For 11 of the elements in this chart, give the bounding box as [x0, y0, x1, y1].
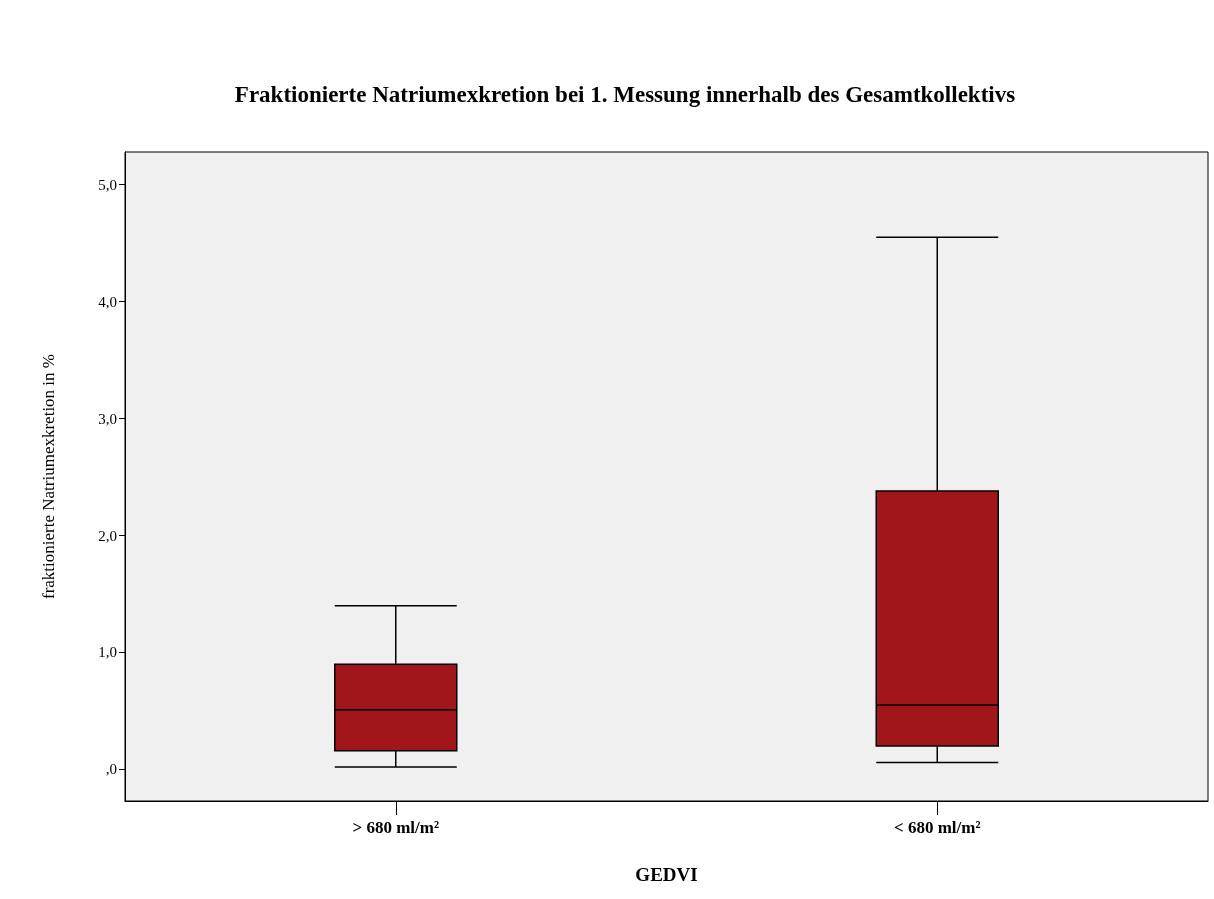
- y-tick-label: ,0: [105, 761, 117, 778]
- y-tick-label: 5,0: [98, 176, 117, 193]
- x-axis-title: GEDVI: [635, 864, 698, 885]
- y-tick-label: 3,0: [98, 410, 117, 427]
- chart-title: Fraktionierte Natriumexkretion bei 1. Messung innerhalb des Gesamtkollektivs: [234, 81, 1016, 107]
- x-tick-label: < 680 ml/m²: [893, 818, 981, 837]
- x-tick-label: > 680 ml/m²: [352, 818, 440, 837]
- y-tick-label: 4,0: [98, 293, 117, 310]
- y-axis-title: fraktionierte Natriumexkretion in %: [39, 354, 58, 599]
- y-tick-label: 2,0: [98, 527, 117, 544]
- y-tick-label: 1,0: [98, 644, 117, 661]
